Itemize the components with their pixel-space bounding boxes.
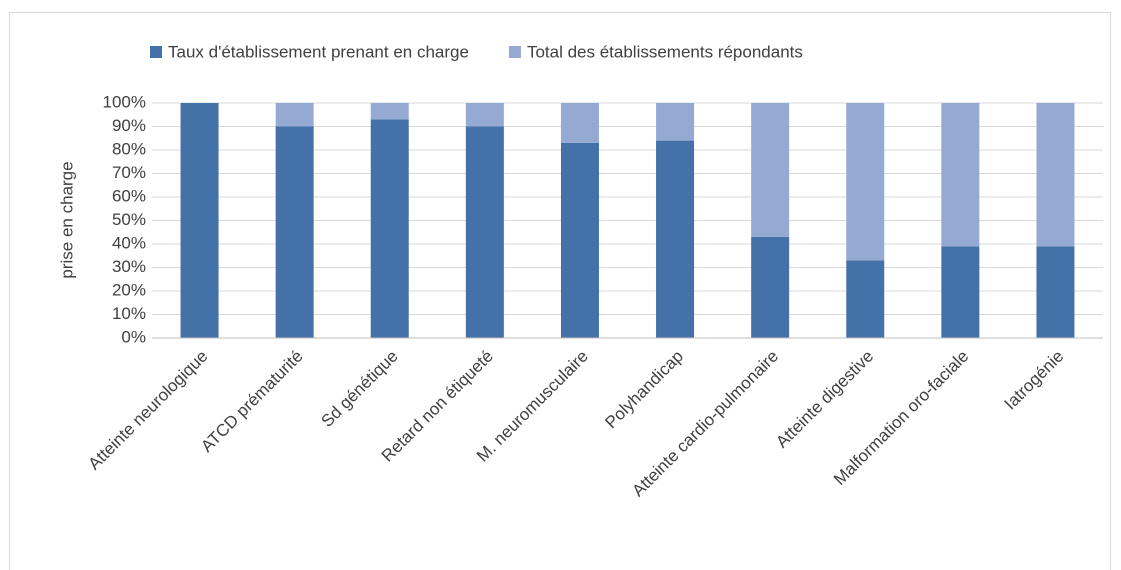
bar-segment bbox=[465, 103, 504, 127]
x-tick-label: Atteinte neurologique bbox=[84, 347, 211, 474]
bar-segment bbox=[560, 142, 599, 338]
y-tick-label: 0% bbox=[121, 327, 146, 346]
bar-segment bbox=[560, 103, 599, 143]
y-tick-label: 60% bbox=[112, 186, 146, 205]
bar-segment bbox=[846, 103, 885, 261]
chart-frame bbox=[9, 12, 1111, 570]
y-tick-label: 30% bbox=[112, 257, 146, 276]
bar-segment bbox=[751, 103, 790, 237]
legend-label: Taux d'établissement prenant en charge bbox=[168, 42, 469, 61]
bar-segment bbox=[180, 103, 219, 338]
bar-segment bbox=[751, 236, 790, 338]
bar-segment bbox=[370, 119, 409, 338]
y-tick-label: 40% bbox=[112, 233, 146, 252]
y-tick-label: 100% bbox=[103, 92, 146, 111]
bar-segment bbox=[370, 103, 409, 120]
bar-segment bbox=[1036, 246, 1075, 338]
bar-segment bbox=[275, 126, 314, 338]
y-tick-label: 80% bbox=[112, 139, 146, 158]
y-axis-label: prise en charge bbox=[57, 161, 76, 278]
y-tick-label: 20% bbox=[112, 280, 146, 299]
x-tick-label: Polyhandicap bbox=[601, 347, 687, 433]
y-tick-label: 70% bbox=[112, 163, 146, 182]
bar-segment bbox=[656, 103, 695, 141]
bar-segment bbox=[941, 103, 980, 247]
bar-segment bbox=[656, 140, 695, 338]
x-tick-label: Atteinte digestive bbox=[772, 347, 877, 452]
x-tick-label: ATCD prématurité bbox=[197, 347, 306, 456]
bar-segment bbox=[465, 126, 504, 338]
bar-segment bbox=[275, 103, 314, 127]
bar-segment bbox=[846, 260, 885, 338]
y-tick-label: 10% bbox=[112, 304, 146, 323]
bar-segment bbox=[1036, 103, 1075, 247]
x-tick-label: Iatrogénie bbox=[1001, 347, 1068, 414]
legend-swatch bbox=[508, 46, 521, 58]
y-tick-label: 90% bbox=[112, 116, 146, 135]
bar-segment bbox=[941, 246, 980, 338]
legend-label: Total des établissements répondants bbox=[527, 42, 803, 61]
x-tick-label: Sd génétique bbox=[317, 347, 401, 431]
y-tick-label: 50% bbox=[112, 210, 146, 229]
legend-swatch bbox=[150, 46, 162, 58]
